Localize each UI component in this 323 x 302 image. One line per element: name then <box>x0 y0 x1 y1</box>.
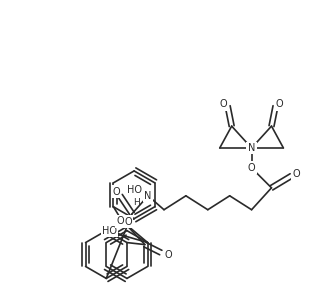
Text: O: O <box>112 187 120 197</box>
Text: N: N <box>144 191 152 201</box>
Text: O: O <box>293 169 300 179</box>
Text: H: H <box>133 198 140 207</box>
Text: HO: HO <box>102 226 117 236</box>
Text: O: O <box>220 99 227 109</box>
Text: O: O <box>116 216 124 226</box>
Text: O: O <box>276 99 283 109</box>
Text: O: O <box>124 217 132 227</box>
Text: O: O <box>248 163 255 173</box>
Text: N: N <box>248 143 255 153</box>
Text: HO: HO <box>127 185 141 195</box>
Text: O: O <box>165 249 172 259</box>
